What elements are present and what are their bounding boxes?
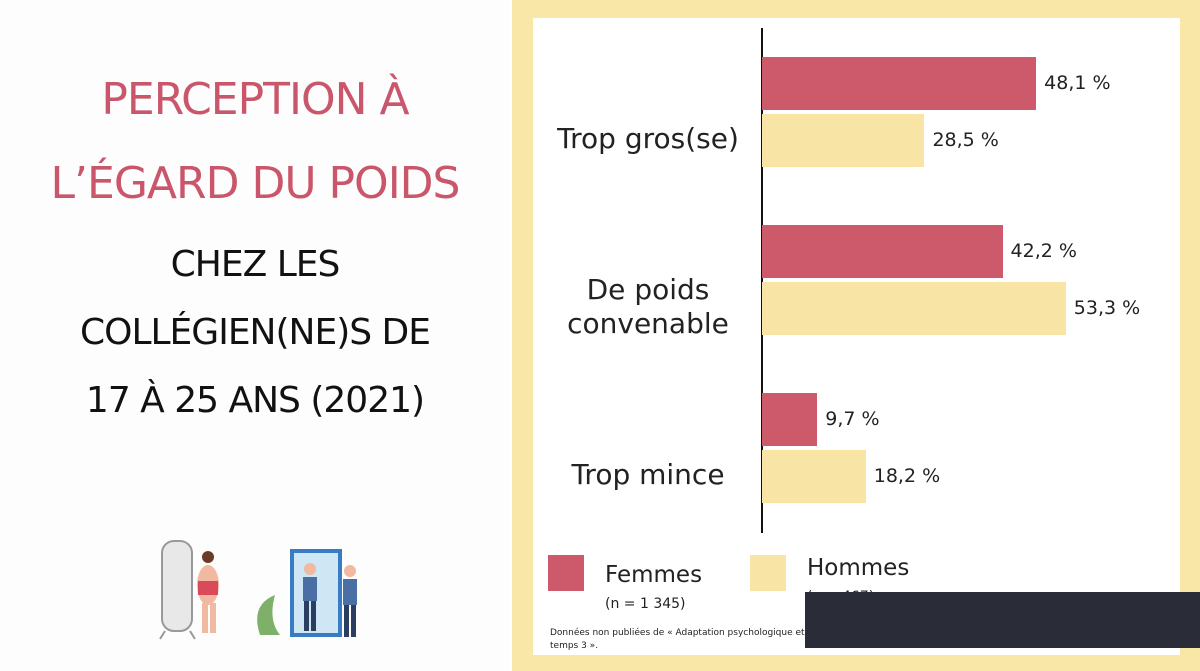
bar — [762, 114, 925, 167]
axis-line — [761, 28, 763, 533]
legend-label: Hommes — [807, 555, 910, 581]
video-overlay — [805, 592, 1200, 648]
category-label: Trop mince — [571, 458, 725, 491]
bar — [762, 393, 818, 446]
bar — [762, 57, 1037, 110]
value-label: 42,2 % — [1010, 239, 1077, 262]
value-label: 48,1 % — [1044, 71, 1111, 94]
value-label: 9,7 % — [825, 407, 880, 430]
bar — [762, 450, 866, 503]
subtitle-line: COLLÉGIEN(NE)S DE — [79, 312, 431, 353]
footnote: Données non publiées de « Adaptation psy… — [550, 628, 805, 638]
bar — [762, 282, 1066, 335]
legend-sample: (n = 1 345) — [605, 596, 686, 612]
bar — [762, 225, 1003, 278]
legend-label: Femmes — [605, 562, 703, 588]
category-label: Trop gros(se) — [557, 122, 739, 155]
subtitle-line: CHEZ LES — [170, 244, 341, 285]
illustration — [159, 540, 357, 640]
value-label: 18,2 % — [873, 464, 941, 487]
value-label: 53,3 % — [1073, 296, 1141, 319]
title-line: PERCEPTION À — [101, 74, 409, 125]
legend-swatch — [750, 555, 786, 591]
legend-swatch — [548, 555, 584, 591]
footnote: temps 3 ». — [550, 641, 599, 651]
title-line: L’ÉGARD DU POIDS — [50, 158, 461, 209]
left-panel — [0, 0, 510, 671]
subtitle-line: 17 À 25 ANS (2021) — [85, 380, 425, 421]
category-label: De poids convenable — [567, 273, 729, 340]
value-label: 28,5 % — [932, 128, 999, 151]
